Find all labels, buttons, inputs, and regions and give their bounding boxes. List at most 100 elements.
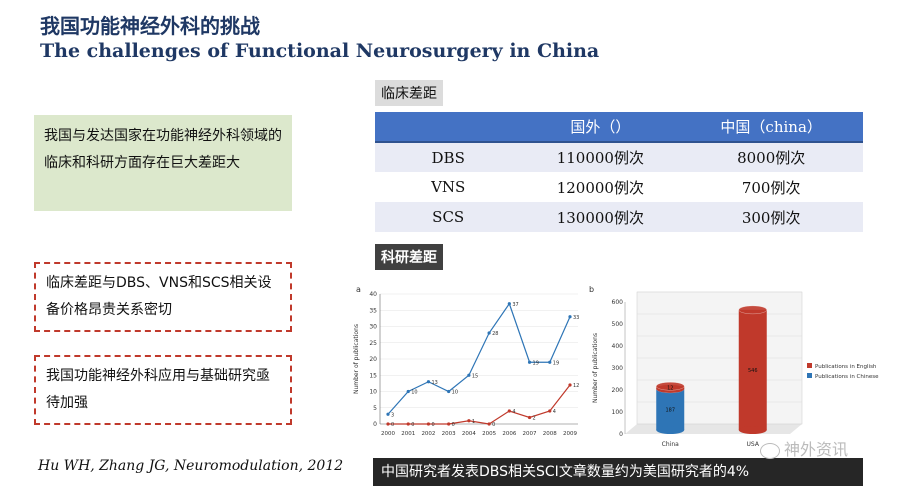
series-line [387,302,571,415]
data-point [548,360,552,364]
data-label: 0 [492,422,495,428]
data-label: 19 [533,360,539,366]
data-point [406,389,410,394]
table-row: SCS 130000例次 300例次 [375,202,863,232]
table-row: DBS 110000例次 8000例次 [375,142,863,172]
y-tick-label: 300 [612,365,624,372]
y-tick-label: 600 [612,299,624,306]
table-header-cell: 中国（china） [679,112,863,143]
data-label: 4 [512,409,515,415]
y-tick-label: 0 [619,431,623,438]
y-tick-label: 200 [612,387,624,394]
table-cell: 300例次 [679,202,863,232]
data-point [447,422,451,426]
x-tick-label: China [662,441,679,448]
x-tick-label: 2002 [421,431,435,437]
table-row: VNS 120000例次 700例次 [375,172,863,202]
y-tick-label: 20 [369,356,377,363]
summary-box: 我国与发达国家在功能神经外科领域的临床和科研方面存在巨大差距大 [34,115,292,211]
data-label: 0 [391,422,394,428]
data-point [507,409,511,413]
data-label: 28 [492,331,498,337]
y-tick-label: 15 [369,372,377,379]
data-label: 12 [573,383,579,389]
data-point [487,331,491,335]
x-tick-label: USA [747,441,760,448]
x-tick-label: 2004 [462,431,476,437]
y-tick-label: 500 [612,321,624,328]
data-label: 0 [452,422,455,428]
research-gap-banner: 中国研究者发表DBS相关SCI文章数量约为美国研究者的4% [373,458,863,486]
watermark-text: 神外资讯 [784,440,849,459]
bar-top-cap [656,382,685,391]
panel-letter-a: a [356,285,361,294]
data-label: 37 [512,302,518,308]
data-label: 15 [472,373,478,379]
data-point [386,412,390,416]
x-tick-label: 2008 [543,431,557,437]
data-label: 546 [748,368,758,374]
y-tick-label: 10 [369,389,377,396]
clinical-gap-table: 国外（） 中国（china） DBS 110000例次 8000例次 VNS 1… [375,112,863,232]
data-point [568,383,572,387]
y-tick-label: 30 [369,324,377,331]
data-label: 187 [665,407,675,413]
y-tick-label: 400 [612,343,624,350]
data-point [467,419,471,423]
x-tick-label: 2009 [563,431,577,437]
data-label: 33 [573,315,579,321]
chart-floor [625,424,802,434]
table-cell: 130000例次 [521,202,680,232]
table-cell: 700例次 [679,172,863,202]
data-point [487,422,491,426]
table-cell: 8000例次 [679,142,863,172]
y-axis-label: Number of publications [592,333,599,403]
table-cell: 110000例次 [521,142,680,172]
y-tick-label: 40 [369,291,377,298]
data-label: 13 [431,380,437,386]
data-label: 4 [553,409,556,415]
table-header-cell: 国外（） [521,112,680,143]
clinical-gap-label: 临床差距 [375,80,443,106]
data-point [426,380,431,384]
table-cell: DBS [375,142,522,172]
data-point [548,409,552,413]
page-title-cn: 我国功能神经外科的挑战 [40,14,260,38]
data-point [406,422,410,426]
chat-bubble-icon [760,442,780,459]
watermark: 神外资讯 [760,436,848,460]
y-tick-label: 100 [612,409,624,416]
data-point [527,415,532,420]
y-tick-label: 35 [369,307,377,314]
y-tick-label: 25 [369,340,377,347]
bar-bottom-cap [656,426,685,434]
data-label: 0 [431,422,434,428]
research-gap-note: 我国功能神经外科应用与基础研究亟待加强 [34,355,292,425]
data-label: 3 [391,412,394,418]
data-point [507,302,511,306]
data-label: 12 [667,386,673,392]
publications-bar-chart: b Number of publications 0 100 200 300 400 500 6… [589,285,879,448]
legend-swatch [807,373,812,378]
x-tick-label: 2007 [523,431,537,437]
data-label: 1 [472,419,475,425]
data-point [447,389,451,394]
table-header-row: 国外（） 中国（china） [375,112,863,143]
y-tick-label: 0 [373,421,377,428]
bar-body [738,309,767,430]
research-gap-label: 科研差距 [375,244,443,270]
page-title-en: The challenges of Functional Neurosurger… [40,40,600,62]
table-cell: SCS [375,202,522,232]
y-axis-label: Number of publications [353,324,360,394]
data-label: 19 [553,360,559,366]
bar-segment [656,382,685,393]
table-cell: 120000例次 [521,172,680,202]
clinical-gap-note: 临床差距与DBS、VNS和SCS相关设备价格昂贵关系密切 [34,262,292,332]
citation: Hu WH, Zhang JG, Neuromodulation, 2012 [38,458,344,474]
data-label: 10 [452,390,458,396]
data-point [467,373,471,377]
data-point [386,422,390,426]
x-tick-label: 2006 [502,431,516,437]
data-label: 0 [411,422,414,428]
